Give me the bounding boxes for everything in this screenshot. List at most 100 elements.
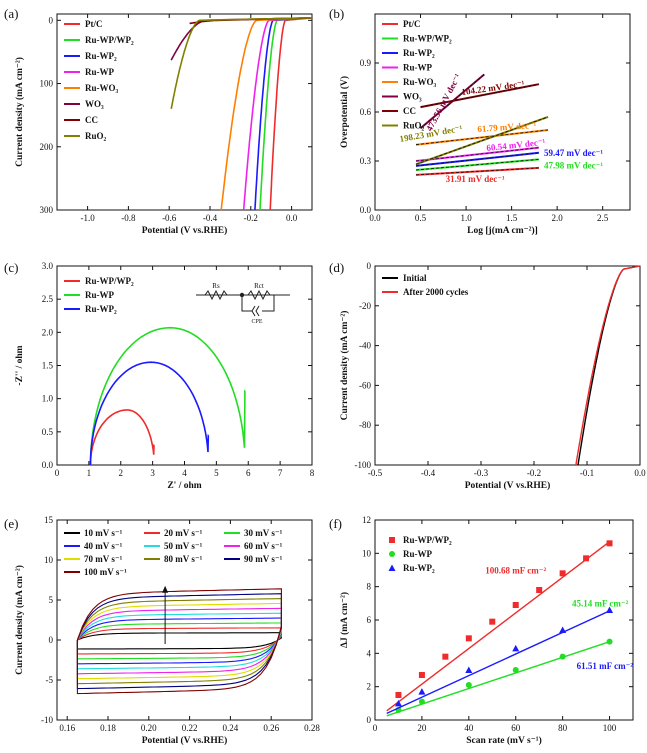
legend-label: 100 mV s⁻¹ xyxy=(84,567,127,577)
x-axis-label: Potential (V vs.RHE) xyxy=(142,735,228,746)
data-point xyxy=(512,667,519,673)
x-tick-label: 2.5 xyxy=(597,213,609,223)
tafel-fit xyxy=(415,129,549,146)
capacitance-label: 100.68 mF cm⁻² xyxy=(485,565,546,575)
y-axis-label: Current density (mA cm⁻²) xyxy=(14,57,25,167)
panel-b: 0.0 0.5 1.0 1.5 2.0 2.5 0.0 0.3 0.6 0.9 Log [j(mA … xyxy=(325,0,647,250)
y-tick-label: 5 xyxy=(49,595,54,605)
y-tick-label: 200 xyxy=(40,142,54,152)
data-point xyxy=(606,540,613,547)
x-tick-label: 100 xyxy=(603,723,617,733)
chart-a: -1.0 -0.8 -0.6 -0.4 -0.2 0.0 0 100 200 300 Potenti… xyxy=(4,6,313,236)
x-tick-label: 1.5 xyxy=(506,213,518,223)
y-tick-label: 0.9 xyxy=(360,58,372,68)
panel-c: 0 1 2 3 4 5 6 7 8 0.0 0.5 1.0 1.5 2.0 2.5 3.0 Z' / ohm -Z… xyxy=(0,250,325,502)
legend-label: WO₃ xyxy=(85,99,104,109)
capacitance-label: 45.14 mF cm⁻² xyxy=(572,599,629,609)
x-axis-label: Potential (V vs.RHE) xyxy=(142,225,228,236)
legend-label: Ru-WP/WP₂ xyxy=(403,34,452,44)
legend-label: CC xyxy=(403,106,416,116)
y-tick-label: -5 xyxy=(46,675,54,685)
y-tick-label: 300 xyxy=(40,205,54,215)
legend-label: Ru-WP xyxy=(403,63,433,73)
tafel-slope-label: 47.98 mV dec⁻¹ xyxy=(544,160,603,170)
y-tick-label: 0.0 xyxy=(360,205,372,215)
x-tick-label: 40 xyxy=(464,723,474,733)
data-point xyxy=(559,570,566,577)
chart-c: 0 1 2 3 4 5 6 7 8 0.0 0.5 1.0 1.5 2.0 2.5 3.0 Z' / ohm -Z… xyxy=(4,260,315,491)
cpe-element xyxy=(255,305,260,317)
x-tick-label: 7 xyxy=(278,468,283,478)
tafel-fit xyxy=(415,116,549,165)
data-point xyxy=(559,626,567,633)
x-tick-label: 3 xyxy=(150,468,155,478)
x-tick-label: 8 xyxy=(310,468,315,478)
curve-RuO₂ xyxy=(170,17,313,109)
x-tick-label: -0.4 xyxy=(203,213,218,223)
y-tick-label: -20 xyxy=(359,301,371,311)
x-tick-label: 1 xyxy=(87,468,92,478)
cpe-element xyxy=(251,305,256,317)
y-tick-label: 0.3 xyxy=(360,156,372,166)
cv-50 mV s⁻¹ xyxy=(76,612,282,670)
arrow-head xyxy=(162,585,169,593)
legend-label: WO₃ xyxy=(403,92,422,102)
chart-f: 0 20 40 60 80 100 0 2 4 6 8 10 12 Scan rate (mV s⁻¹) Δ… xyxy=(329,515,634,746)
legend-label: Ru-WP₂ xyxy=(85,51,117,61)
y-axis-label: ΔJ (mA cm⁻²) xyxy=(339,592,350,648)
curve-Ru-WP xyxy=(242,17,313,211)
resistor-rct xyxy=(247,289,271,301)
data-point xyxy=(418,698,425,705)
nyquist-Ru-WP₂ xyxy=(89,361,210,466)
data-point xyxy=(583,555,590,562)
legend-label: 10 mV s⁻¹ xyxy=(84,528,123,538)
y-tick-label: 0.6 xyxy=(360,107,372,117)
y-tick-label: -60 xyxy=(359,380,371,390)
legend-label: Ru-WP xyxy=(85,67,115,77)
legend-label: Pt/C xyxy=(85,19,103,29)
y-tick-label: 0 xyxy=(367,261,372,271)
x-tick-label: -0.3 xyxy=(474,468,489,478)
legend-label: 60 mV s⁻¹ xyxy=(244,541,283,551)
fit-line-Ru-WP xyxy=(386,641,610,717)
legend-label: 20 mV s⁻¹ xyxy=(164,528,203,538)
x-tick-label: -0.6 xyxy=(162,213,177,223)
data-point xyxy=(512,602,519,608)
panel-label: (d) xyxy=(329,260,344,275)
legend-label: Ru-WO₃ xyxy=(85,83,119,93)
x-tick-label: -0.1 xyxy=(580,468,594,478)
circuit-wire-lower xyxy=(262,295,275,312)
y-tick-label: 3.0 xyxy=(42,261,54,271)
x-tick-label: 0.24 xyxy=(223,723,239,733)
legend-label: 40 mV s⁻¹ xyxy=(84,541,123,551)
x-tick-label: 2 xyxy=(119,468,124,478)
y-tick-label: 6 xyxy=(367,615,372,625)
y-tick-label: 0 xyxy=(49,635,54,645)
y-tick-label: 0 xyxy=(367,715,372,725)
legend-label: Ru-WP/WP₂ xyxy=(85,35,134,45)
cv-40 mV s⁻¹ xyxy=(76,617,282,665)
x-tick-label: 0.0 xyxy=(286,213,298,223)
tafel-slope-label: 104.22 mV dec⁻¹ xyxy=(461,78,526,97)
y-tick-label: 2.0 xyxy=(42,327,54,337)
resistor-rs xyxy=(204,289,228,301)
x-tick-label: -0.4 xyxy=(421,468,436,478)
circuit-wire-lower xyxy=(241,295,252,312)
y-tick-label: 15 xyxy=(44,515,54,525)
data-point xyxy=(606,638,613,645)
tafel-slope-label: 31.91 mV dec⁻¹ xyxy=(446,174,505,184)
data-point xyxy=(536,587,543,593)
data-point xyxy=(512,644,520,652)
lsv-Initial xyxy=(577,265,641,466)
y-axis-label: Overpotential (V) xyxy=(339,76,350,148)
y-tick-label: 1.5 xyxy=(42,361,54,371)
x-tick-label: 0.18 xyxy=(100,723,116,733)
y-axis-label: Current density (mA cm⁻²) xyxy=(339,311,350,421)
lsv-After 2000 cycles xyxy=(575,265,641,466)
y-tick-label: 0 xyxy=(49,15,54,25)
chart-d: -0.5 -0.4 -0.3 -0.2 -0.1 0.0 0 -20 -40 -60 -80 -100… xyxy=(329,260,646,491)
y-tick-label: 100 xyxy=(40,79,54,89)
legend-label: RuO₂ xyxy=(403,121,425,131)
panel-d: -0.5 -0.4 -0.3 -0.2 -0.1 0.0 0 -20 -40 -60 -80 -100… xyxy=(325,250,647,502)
panel-label: (b) xyxy=(329,6,344,21)
